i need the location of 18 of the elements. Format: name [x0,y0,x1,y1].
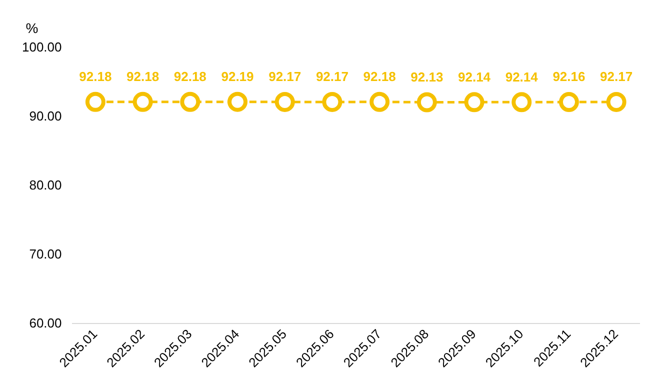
y-tick-label: 70.00 [29,246,62,262]
y-tick-label: 80.00 [29,177,62,192]
data-label: 92.17 [600,69,633,84]
data-label: 92.16 [552,69,586,84]
data-label: 92.19 [221,68,254,84]
data-label: 92.18 [79,68,112,84]
data-label: 92.18 [174,68,206,84]
data-label: 92.13 [410,69,444,84]
data-label: 92.14 [458,69,492,84]
y-tick-label: 90.00 [29,108,62,124]
data-label: 92.18 [126,68,160,84]
y-tick-label: 60.00 [29,315,62,330]
data-label: 92.18 [363,68,396,84]
data-label: 92.17 [316,69,348,84]
data-label: 92.17 [268,69,302,84]
data-label: 92.14 [505,69,539,84]
y-axis-title: % [26,20,38,36]
y-tick-label: 100.00 [22,40,62,55]
